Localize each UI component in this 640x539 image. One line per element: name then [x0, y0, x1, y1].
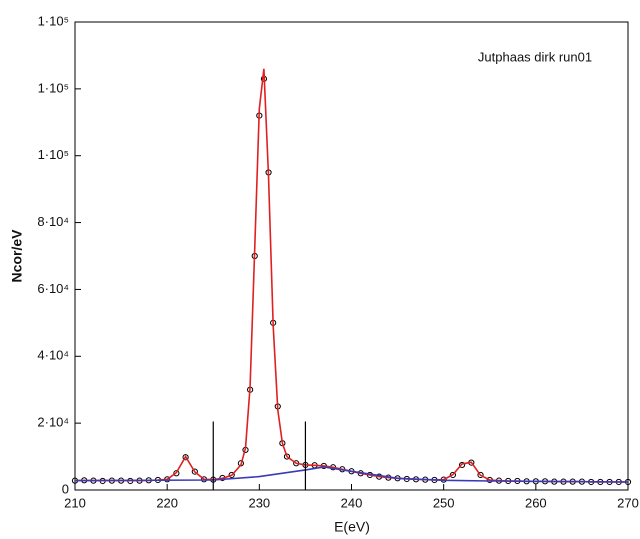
data-point	[228, 471, 235, 479]
x-tick-label: 210	[64, 495, 86, 510]
y-tick-label: 6·10⁴	[37, 281, 69, 296]
data-point	[449, 471, 456, 479]
y-tick-label: 1·10⁵	[38, 80, 69, 95]
data-point	[173, 470, 180, 477]
fit-line	[75, 68, 628, 483]
x-tick-label: 240	[341, 495, 363, 510]
fit-line	[74, 466, 629, 483]
y-tick-label: 1·10⁵	[38, 13, 69, 28]
y-tick-label: 2·10⁴	[37, 415, 69, 430]
data-point	[182, 454, 189, 461]
x-tick-label: 260	[525, 495, 547, 510]
annotation: Jutphaas dirk run01	[478, 49, 592, 64]
y-axis-title: Ncor/eV	[9, 229, 25, 283]
data-point	[459, 461, 466, 469]
y-tick-label: 8·10⁴	[37, 214, 69, 229]
y-tick-label: 0	[62, 481, 69, 496]
y-tick-label: 4·10⁴	[37, 348, 69, 363]
x-tick-label: 250	[433, 495, 455, 510]
plot-frame	[74, 21, 629, 491]
y-tick-label: 1·10⁵	[38, 147, 69, 162]
x-axis-title: E(eV)	[334, 519, 370, 535]
x-tick-label: 230	[248, 495, 270, 510]
data-point	[283, 453, 291, 460]
data-point	[477, 471, 484, 479]
x-tick-label: 270	[617, 495, 639, 510]
data-point	[191, 468, 198, 475]
x-tick-label: 220	[156, 495, 178, 510]
